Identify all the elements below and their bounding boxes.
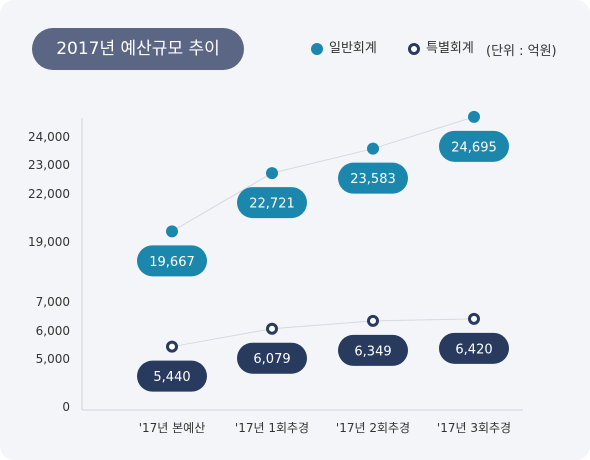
general-data-point (166, 225, 178, 238)
unit-label: (단위 : 억원) (486, 44, 557, 59)
special-value-badge (137, 360, 207, 392)
legend-general-marker (311, 43, 323, 55)
series-line-general (171, 116, 475, 232)
special-data-point (266, 322, 278, 335)
general-data-point (266, 167, 278, 180)
y-tick-label: 22,000 (28, 187, 70, 201)
x-category-label: '17년 본예산 (139, 421, 206, 435)
special-value-badge (439, 332, 509, 364)
special-value-label: 6,079 (253, 352, 290, 367)
general-value-label: 19,667 (149, 255, 195, 270)
series-line-special (171, 318, 475, 348)
special-value-label: 6,420 (455, 342, 492, 357)
special-value-badge (338, 334, 408, 366)
y-tick-label: 5,000 (36, 352, 70, 366)
y-tick-label: 23,000 (28, 158, 70, 172)
general-value-badge (338, 162, 408, 194)
special-value-badge (237, 342, 307, 374)
general-value-label: 23,583 (350, 172, 396, 187)
x-category-label: '17년 3회추경 (437, 421, 511, 435)
y-tick-label: 6,000 (36, 324, 70, 338)
y-tick-label: 19,000 (28, 235, 70, 249)
special-value-label: 6,349 (354, 344, 391, 359)
general-value-badge (237, 187, 307, 219)
special-data-point (367, 314, 379, 327)
legend-special-label: 특별회계 (426, 41, 474, 56)
general-value-label: 22,721 (249, 197, 295, 212)
x-category-label: '17년 1회추경 (235, 421, 309, 435)
general-value-badge (439, 130, 509, 162)
special-data-point (468, 312, 480, 325)
y-tick-label: 24,000 (28, 130, 70, 144)
y-tick-label: 7,000 (36, 295, 70, 309)
chart-title: 2017년 예산규모 추이 (32, 28, 244, 70)
general-value-badge (137, 245, 207, 277)
legend-special-marker (408, 43, 420, 55)
special-data-point (166, 340, 178, 353)
special-value-label: 5,440 (153, 370, 190, 385)
general-data-point (468, 110, 480, 123)
general-value-label: 24,695 (451, 140, 497, 155)
x-category-label: '17년 2회추경 (336, 421, 410, 435)
general-data-point (367, 142, 379, 155)
legend-general-label: 일반회계 (329, 41, 377, 56)
y-tick-label: 0 (62, 400, 70, 414)
